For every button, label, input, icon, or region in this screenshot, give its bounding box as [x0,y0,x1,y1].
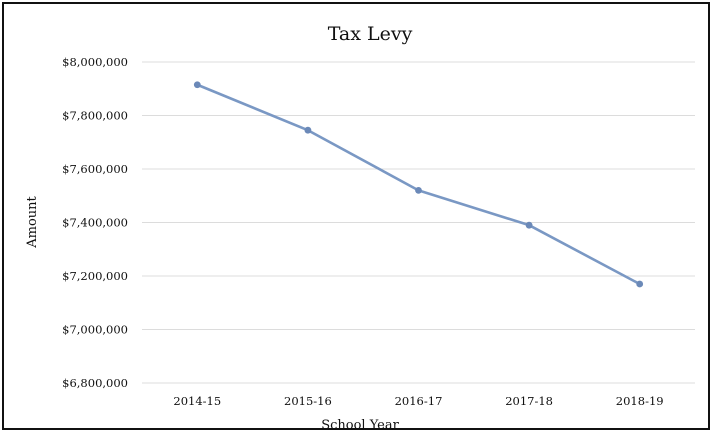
y-tick-label: $6,800,000 [62,376,128,390]
y-tick-label: $7,800,000 [62,109,128,123]
y-tick-label: $7,000,000 [62,323,128,337]
chart-title: Tax Levy [328,23,413,45]
x-tick-label: 2014-15 [173,394,221,408]
x-tick-label: 2015-16 [284,394,332,408]
series-layer [193,81,644,288]
chart-frame [2,2,710,430]
series-line [196,83,641,286]
data-point [636,280,644,288]
y-tick-label: $8,000,000 [62,55,128,69]
gridlines [142,61,695,384]
y-tick-label: $7,600,000 [62,162,128,176]
x-tick-label: 2017-18 [505,394,553,408]
y-axis-title: Amount [25,195,40,248]
data-point [193,81,201,89]
data-point [304,126,312,134]
x-axis-ticks: 2014-15 2015-16 2016-17 2017-18 2018-19 [173,394,663,408]
x-axis-title: School Year [321,418,399,433]
x-tick-label: 2018-19 [616,394,664,408]
data-point [415,187,422,194]
y-tick-label: $7,400,000 [62,216,128,230]
y-tick-label: $7,200,000 [62,269,128,283]
y-axis-ticks: $6,800,000 $7,000,000 $7,200,000 $7,400,000… [62,55,128,390]
x-tick-label: 2016-17 [395,394,443,408]
data-point [525,221,533,229]
